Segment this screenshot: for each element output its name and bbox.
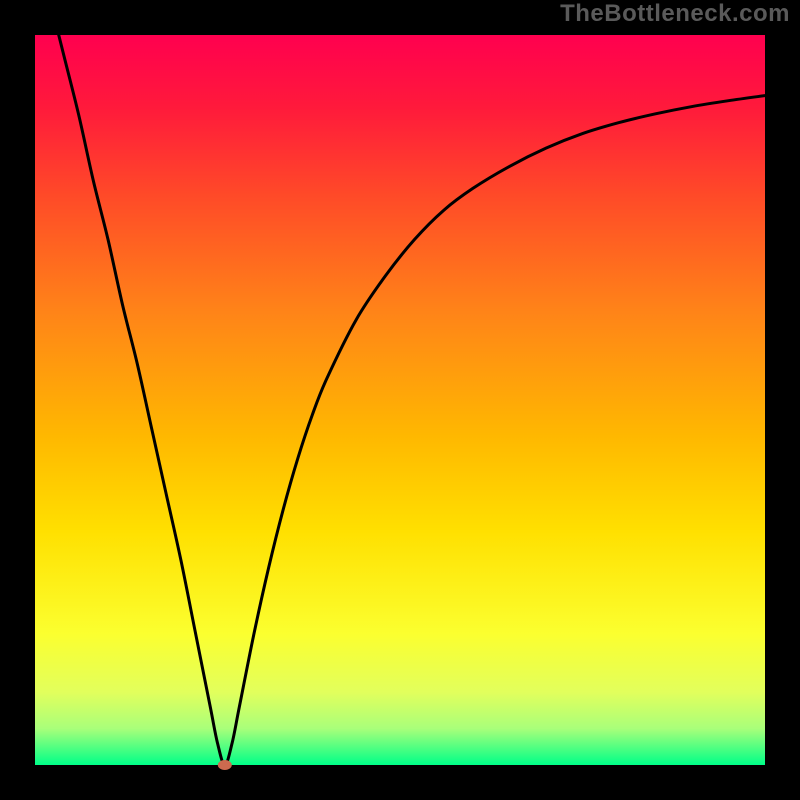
chart-container: TheBottleneck.com xyxy=(0,0,800,800)
watermark-text: TheBottleneck.com xyxy=(560,0,790,28)
bottleneck-curve xyxy=(50,0,765,765)
minimum-marker xyxy=(218,760,232,770)
bottleneck-curve-chart xyxy=(0,0,800,800)
